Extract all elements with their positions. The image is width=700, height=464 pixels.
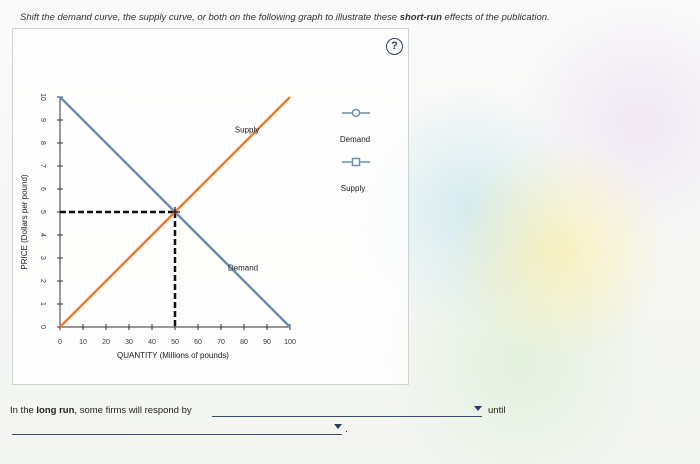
x-tick-label: 80: [240, 339, 248, 346]
help-button[interactable]: ?: [386, 38, 403, 55]
until-condition-dropdown[interactable]: [12, 422, 342, 435]
y-tick-label: 10: [39, 93, 46, 101]
x-tick-label: 70: [217, 339, 225, 346]
y-tick-label: 9: [39, 118, 46, 122]
legend-demand-handle[interactable]: [342, 108, 370, 118]
long-run-response-dropdown[interactable]: [212, 404, 482, 417]
x-tick-label: 40: [148, 339, 156, 346]
x-tick-label: 50: [171, 339, 179, 346]
x-tick-label: 100: [284, 339, 296, 346]
equilibrium-guides: [60, 210, 177, 327]
x-tick-label: 20: [102, 339, 110, 346]
instruction-text: Shift the demand curve, the supply curve…: [20, 12, 680, 23]
y-tick-label: 3: [39, 256, 46, 260]
x-tick-label: 90: [263, 339, 271, 346]
chevron-down-icon: [474, 406, 482, 411]
y-tick-label: 7: [39, 164, 46, 168]
x-tick-label: 0: [58, 339, 62, 346]
y-ticks: 0 1 2 3 4 5 6 7 8 9 10: [39, 93, 63, 329]
x-axis-title: QUANTITY (Millions of pounds): [117, 351, 229, 360]
question-bold: long run: [36, 405, 75, 416]
y-tick-label: 0: [39, 325, 46, 329]
curves: [59, 96, 291, 328]
question-part: In the: [10, 405, 37, 416]
sentence-period: .: [345, 424, 348, 435]
x-tick-label: 30: [125, 339, 133, 346]
demand-curve-label: Demand: [228, 264, 258, 273]
y-tick-label: 6: [39, 187, 46, 191]
until-label: until: [488, 405, 506, 416]
y-tick-label: 2: [39, 279, 46, 283]
instruction-part: Shift the demand curve, the supply curve…: [20, 12, 400, 23]
question-text: In the long run, some firms will respond…: [10, 405, 192, 416]
y-axis-title: PRICE (Dollars per pound): [20, 174, 29, 269]
y-tick-label: 8: [39, 141, 46, 145]
x-tick-label: 60: [194, 339, 202, 346]
square-handle-icon[interactable]: [351, 157, 361, 167]
x-tick-label: 10: [79, 339, 87, 346]
legend-supply-handle[interactable]: [342, 157, 370, 167]
chevron-down-icon: [334, 424, 342, 429]
legend-supply-label: Supply: [341, 184, 365, 193]
legend: Demand Supply: [340, 108, 370, 193]
y-tick-label: 1: [39, 302, 46, 306]
instruction-part: effects of the publication.: [441, 12, 550, 23]
instruction-bold: short-run: [399, 12, 442, 23]
y-tick-label: 5: [39, 210, 46, 214]
y-tick-label: 4: [39, 233, 46, 237]
question-part: , some firms will respond by: [74, 405, 192, 416]
x-ticks: 0 10 20 30 40 50 60 70 80 90 100: [58, 324, 296, 346]
legend-demand-label: Demand: [340, 135, 370, 144]
supply-curve-label: Supply: [235, 126, 259, 135]
graph-panel: [12, 28, 409, 385]
circle-handle-icon[interactable]: [351, 108, 361, 118]
